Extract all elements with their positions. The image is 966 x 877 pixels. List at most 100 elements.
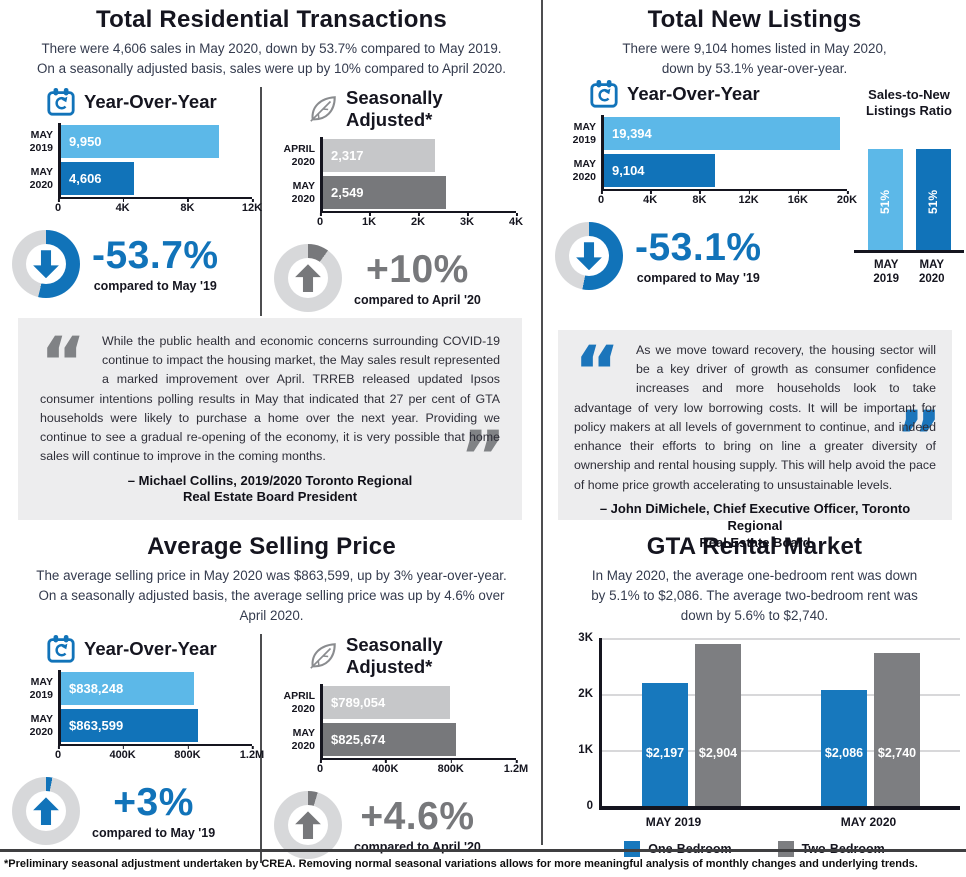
- listings-yoy-chart: MAY 2019 19,394 MAY 2020: [555, 115, 857, 210]
- axis-tick: 4K: [508, 213, 524, 229]
- price-sa-panel: Seasonally Adjusted* APRIL 2020 $789,054: [262, 634, 528, 863]
- section-title: Total New Listings: [647, 6, 862, 33]
- bar-row-may-2020: MAY 2020 $863,599: [12, 707, 252, 745]
- bar-label: MAY 2020: [291, 727, 315, 752]
- bar-one-bedroom-2020: $2,086: [821, 689, 867, 807]
- bar-track: $825,674: [320, 721, 516, 759]
- bar-value: $838,248: [69, 681, 124, 697]
- y-tick: 3K: [578, 632, 593, 645]
- section-average-selling-price: Average Selling Price The average sellin…: [0, 527, 543, 864]
- bar-row-may-2020: MAY 2020 $825,674: [274, 721, 516, 759]
- change-note: compared to April '20: [354, 292, 481, 307]
- bar-label: MAY 2020: [291, 180, 315, 205]
- yoy-change-indicator: -53.7% compared to May '19: [12, 230, 252, 299]
- axis-tick: 8K: [180, 199, 195, 215]
- bar-row-may-2020: MAY 2020 2,549: [274, 174, 516, 212]
- yoy-heading: Year-Over-Year: [84, 638, 217, 660]
- bar-track: $789,054: [320, 684, 516, 722]
- bar-two-bedroom-2019: $2,904: [695, 643, 741, 807]
- calendar-icon: [46, 634, 76, 664]
- section-title: Total Residential Transactions: [96, 6, 447, 33]
- section-total-new-listings: Total New Listings There were 9,104 home…: [543, 0, 966, 291]
- bar-label: MAY 2019: [29, 129, 53, 154]
- plot-area: $2,197 $2,904 $2,086 $2,740: [599, 638, 960, 811]
- section-total-residential-transactions: Total Residential Transactions There wer…: [0, 0, 543, 317]
- donut-gauge: [555, 222, 623, 291]
- axis-tick: 4K: [643, 191, 658, 207]
- sales-to-new-listings-ratio: Sales-to-New Listings Ratio 51% 51% MAY …: [853, 79, 965, 290]
- section-gta-rental-market: GTA Rental Market In May 2020, the avera…: [543, 527, 966, 858]
- yoy-header: Year-Over-Year: [589, 79, 847, 109]
- change-percent: +3%: [113, 780, 194, 824]
- down-arrow-icon: [576, 242, 602, 271]
- bar-row-may-2019: MAY 2019 9,950: [12, 123, 252, 161]
- axis-tick: 2K: [410, 213, 426, 229]
- axis-tick: 400K: [109, 746, 136, 762]
- bar-value: 2,317: [331, 148, 364, 164]
- transactions-charts: Year-Over-Year MAY 2019 9,950: [0, 87, 543, 317]
- bar-may-2020: $863,599: [61, 709, 199, 743]
- bar-value: $2,904: [698, 746, 738, 761]
- price-charts: Year-Over-Year MAY 2019 $838,248: [0, 634, 543, 864]
- ratio-value: 51%: [926, 189, 940, 214]
- axis-tick: 16K: [787, 191, 808, 207]
- donut-gauge: [12, 777, 80, 846]
- bar-may-2020: 9,104: [604, 154, 715, 188]
- bar-april-2020: 2,317: [323, 139, 435, 173]
- open-quote-icon: “: [40, 322, 86, 404]
- axis-tick: 0: [54, 746, 62, 762]
- section-subtitle-line1: In May 2020, the average one-bedroom ren…: [591, 568, 918, 583]
- center-divider: [541, 0, 543, 845]
- bar-may-2019: $838,248: [61, 672, 195, 706]
- quote-attribution-line1: – John DiMichele, Chief Executive Office…: [599, 500, 911, 533]
- yoy-change-indicator: -53.1% compared to May '19: [555, 222, 847, 291]
- up-arrow-icon: [295, 264, 321, 293]
- bar-value: $2,740: [877, 746, 917, 761]
- gridline: [602, 750, 960, 753]
- axis-tick: 800K: [437, 760, 464, 776]
- yoy-header: Year-Over-Year: [46, 87, 252, 117]
- gridline: [602, 694, 960, 697]
- bar-may-2020: $825,674: [323, 723, 456, 757]
- axis-tick: 0: [316, 213, 324, 229]
- axis-tick: 1.2M: [239, 746, 265, 762]
- section-subtitle-line2: down by 53.1% year-over-year.: [661, 61, 848, 77]
- bar-label: MAY 2019: [572, 121, 596, 146]
- bar-label: MAY 2020: [29, 713, 53, 738]
- section-title: GTA Rental Market: [646, 533, 863, 560]
- donut-gauge: [12, 230, 80, 299]
- axis-tick: 8K: [692, 191, 707, 207]
- ratio-bars: 51% 51%: [853, 132, 965, 250]
- listings-yoy-panel: Year-Over-Year MAY 2019 19,394: [555, 79, 857, 291]
- axis-tick: 1.2M: [503, 760, 529, 776]
- quote-box-president: ” “While the public health and economic …: [18, 318, 522, 520]
- axis-tick: 4K: [115, 199, 130, 215]
- change-note: compared to May '19: [636, 270, 760, 285]
- leaf-icon: [308, 641, 338, 671]
- change-percent: +10%: [366, 247, 469, 291]
- sa-heading: Seasonally Adjusted*: [346, 87, 443, 131]
- ratio-cat-label: MAY 2020: [919, 258, 945, 286]
- footnote-text: *Preliminary seasonal adjustment underta…: [4, 858, 918, 870]
- calendar-icon: [46, 87, 76, 117]
- section-subtitle-line1: There were 9,104 homes listed in May 202…: [622, 41, 887, 56]
- sa-header: Seasonally Adjusted*: [308, 87, 516, 131]
- y-axis: 3K 2K 1K 0: [569, 632, 599, 812]
- x-cat-label: MAY 2020: [840, 815, 897, 830]
- y-tick: 0: [586, 800, 593, 813]
- bar-may-2019: 19,394: [604, 117, 840, 151]
- leaf-icon: [308, 94, 338, 124]
- up-arrow-icon: [33, 797, 59, 826]
- bar-label: MAY 2019: [29, 676, 53, 701]
- axis-tick: 12K: [738, 191, 759, 207]
- bar-may-2019: 9,950: [61, 125, 220, 159]
- bar-track: 2,549: [320, 174, 516, 212]
- bar-may-2020: 2,549: [323, 176, 446, 210]
- yoy-heading: Year-Over-Year: [84, 91, 217, 113]
- footnote-rule: [0, 849, 966, 852]
- ratio-baseline: [854, 249, 964, 253]
- group-may-2019: $2,197 $2,904: [642, 638, 741, 807]
- quote-text: “While the public health and economic co…: [40, 322, 500, 464]
- quote-attribution-line2: Real Estate Board President: [182, 489, 358, 505]
- bar-row-may-2020: MAY 2020 4,606: [12, 160, 252, 198]
